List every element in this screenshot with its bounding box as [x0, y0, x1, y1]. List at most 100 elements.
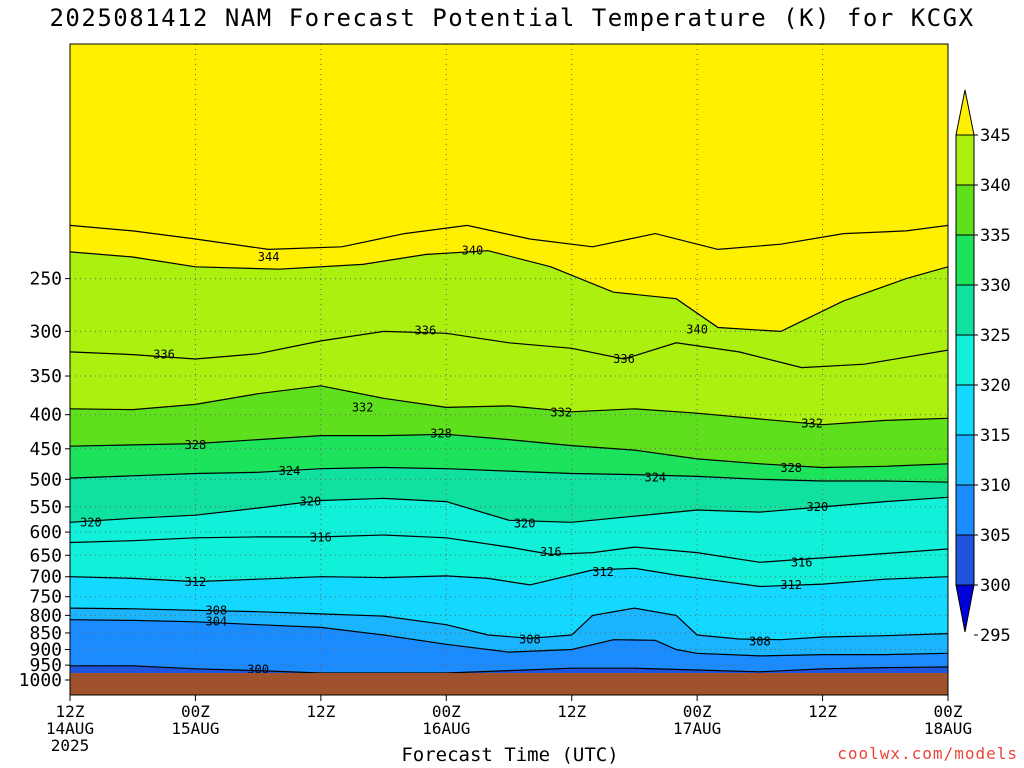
- colorbar-arrow-bottom: [955, 584, 975, 633]
- colorbar-box: [955, 134, 975, 186]
- x-tick-label: 00Z: [683, 702, 712, 721]
- colorbar-box: [955, 184, 975, 236]
- isotherm-340: [70, 250, 948, 333]
- x-tick-label: 12Z: [56, 702, 85, 721]
- x-tick-label: 00Z: [181, 702, 210, 721]
- isotherm-320: [70, 496, 948, 523]
- colorbar-label: 295: [980, 626, 1011, 646]
- x-tick-label: 00Z: [432, 702, 461, 721]
- y-tick-label: 300: [29, 321, 62, 342]
- colorbar-label: 300: [980, 576, 1011, 596]
- y-tick-label: 850: [29, 623, 62, 644]
- x-tick-label: 00Z: [934, 702, 963, 721]
- x-tick-label: 15AUG: [171, 719, 219, 738]
- contour-label: 332: [352, 400, 374, 414]
- contour-label: 320: [300, 495, 322, 509]
- contour-label: 308: [519, 633, 541, 647]
- isotherm-308: [70, 607, 948, 641]
- contour-label: 328: [185, 438, 207, 452]
- contour-label: 312: [780, 578, 802, 592]
- contour-label: 320: [80, 515, 102, 529]
- colorbar-box: [955, 384, 975, 436]
- y-tick-label: 700: [29, 567, 62, 588]
- x-tick-label: 17AUG: [673, 719, 721, 738]
- band-fill-304: [70, 619, 948, 673]
- y-tick-label: 500: [29, 469, 62, 490]
- colorbar-box: [955, 234, 975, 286]
- colorbar-box: [955, 334, 975, 386]
- y-tick-label: 1000: [19, 670, 62, 691]
- isotherm-336: [70, 330, 948, 369]
- colorbar-label: 315: [980, 426, 1011, 446]
- contour-label: 304: [205, 614, 227, 628]
- colorbar-label: 335: [980, 226, 1011, 246]
- colorbar: 295 300 305 310 315 320 325 330 335 340 345: [955, 89, 1011, 646]
- x-tick-label: 12Z: [557, 702, 586, 721]
- contour-label: 332: [801, 416, 823, 430]
- source-credit: coolwx.com/models: [837, 744, 1018, 763]
- contour-label: 312: [592, 565, 614, 579]
- isotherm-332: [70, 385, 948, 426]
- contour-label: 340: [462, 244, 484, 258]
- contour-label: 328: [430, 427, 452, 441]
- isotherm-344: [70, 224, 948, 251]
- contour-label: 316: [791, 555, 813, 569]
- contour-label: 332: [550, 406, 572, 420]
- x-tick-label: 16AUG: [422, 719, 470, 738]
- y-tick-label: 900: [29, 639, 62, 660]
- contour-label: 320: [514, 516, 536, 530]
- colorbar-label: 345: [980, 126, 1011, 146]
- contour-label: 308: [205, 603, 227, 617]
- contour-label: 312: [185, 575, 207, 589]
- colorbar-label: 340: [980, 176, 1011, 196]
- contour-label: 340: [686, 322, 708, 336]
- contour-label: 320: [807, 500, 829, 514]
- contour-label: 336: [613, 352, 635, 366]
- x-tick-label: 14AUG: [46, 719, 94, 738]
- colorbar-box: [955, 484, 975, 536]
- colorbar-box: [955, 534, 975, 586]
- isotherm-328: [70, 433, 948, 469]
- y-tick-label: 250: [29, 269, 62, 290]
- plot-frame: [69, 43, 949, 696]
- x-tick-label: 12Z: [808, 702, 837, 721]
- contour-label: 324: [279, 464, 301, 478]
- y-tick-label: 400: [29, 405, 62, 426]
- isotherm-304: [70, 619, 948, 657]
- x-tick-label: 12Z: [306, 702, 335, 721]
- y-tick-label: 800: [29, 605, 62, 626]
- isotherms: [70, 224, 948, 673]
- isotherm-324: [70, 466, 948, 483]
- contour-label: 344: [258, 250, 280, 264]
- colorbar-box: [955, 434, 975, 486]
- y-tick-label: 550: [29, 497, 62, 518]
- colorbar-arrow-top: [955, 89, 975, 136]
- contour-label: 336: [153, 348, 175, 362]
- y-tick-label: 750: [29, 587, 62, 608]
- colorbar-label: 330: [980, 276, 1011, 296]
- colorbar-label: 320: [980, 376, 1011, 396]
- isotherm-316: [70, 534, 948, 563]
- x-tick-label: 2025: [51, 736, 90, 755]
- y-tick-label: 350: [29, 366, 62, 387]
- isotherm-312: [70, 567, 948, 588]
- colorbar-box: [955, 284, 975, 336]
- y-tick-label: 450: [29, 439, 62, 460]
- contour-label: 308: [749, 634, 771, 648]
- colorbar-label: 310: [980, 476, 1011, 496]
- contour-label: 324: [644, 471, 666, 485]
- colorbar-label: 305: [980, 526, 1011, 546]
- y-tick-label: 950: [29, 655, 62, 676]
- contour-label: 336: [415, 323, 437, 337]
- y-tick-label: 650: [29, 545, 62, 566]
- x-axis-title: Forecast Time (UTC): [401, 744, 619, 766]
- contour-label: 316: [540, 545, 562, 559]
- colorbar-label: 325: [980, 326, 1011, 346]
- ground-strip: [70, 673, 948, 695]
- y-tick-label: 600: [29, 522, 62, 543]
- x-tick-label: 18AUG: [924, 719, 972, 738]
- isotherm-300: [70, 665, 948, 673]
